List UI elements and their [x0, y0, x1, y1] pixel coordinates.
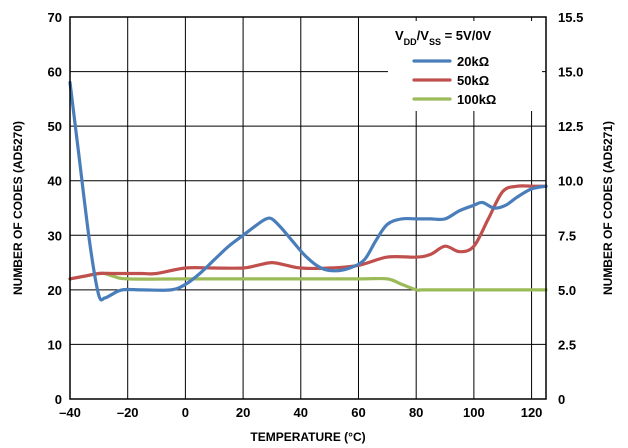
legend: VDD/VSS = 5V/0V 20kΩ 50kΩ 100kΩ — [388, 21, 542, 111]
legend-title-rest: = 5V/0V — [441, 28, 492, 43]
legend-label: 100kΩ — [457, 92, 496, 107]
x-tick-label: 60 — [351, 405, 365, 420]
y2-tick-label: 15.0 — [558, 65, 583, 80]
x-tick-label: –20 — [117, 405, 139, 420]
legend-title-sub-ss: SS — [429, 37, 441, 47]
x-tick-labels: –40 –20 0 20 40 60 80 100 120 — [59, 405, 542, 420]
legend-background — [388, 21, 542, 111]
y2-axis-title: NUMBER OF CODES (AD5271) — [601, 121, 615, 295]
y2-tick-label: 2.5 — [558, 337, 576, 352]
y-axis-title: NUMBER OF CODES (AD5270) — [11, 121, 25, 295]
legend-items: 20kΩ 50kΩ 100kΩ — [412, 54, 496, 107]
y-tick-label: 20 — [48, 283, 62, 298]
x-tick-label: 80 — [409, 405, 423, 420]
y-tick-label: 40 — [48, 174, 62, 189]
legend-label: 20kΩ — [457, 54, 489, 69]
y-tick-label: 0 — [55, 392, 62, 407]
legend-title-slash: /V — [417, 28, 430, 43]
x-tick-label: 20 — [236, 405, 250, 420]
x-axis-title: TEMPERATURE (°C) — [250, 430, 365, 444]
y-tick-labels: 0 10 20 30 40 50 60 70 — [48, 10, 62, 407]
series-lines — [68, 80, 548, 302]
legend-title: VDD/VSS = 5V/0V — [395, 28, 492, 47]
y2-tick-label: 15.5 — [558, 10, 583, 25]
x-tick-label: 120 — [521, 405, 543, 420]
y2-tick-label: 10.0 — [558, 174, 583, 189]
y-tick-label: 10 — [48, 337, 62, 352]
plot-frame — [69, 16, 547, 400]
x-tick-label: –40 — [59, 405, 81, 420]
y-tick-label: 60 — [48, 65, 62, 80]
x-tick-label: 0 — [182, 405, 189, 420]
y2-tick-label: 5.0 — [558, 283, 576, 298]
series-line-50kΩ — [68, 184, 548, 281]
series-line-20kΩ — [68, 80, 548, 302]
legend-title-v1: V — [395, 28, 404, 43]
y2-tick-label: 0 — [558, 392, 565, 407]
x-tick-label: 100 — [463, 405, 485, 420]
y2-tick-label: 7.5 — [558, 228, 576, 243]
y2-tick-labels: 0 2.5 5.0 7.5 10.0 12.5 15.0 15.5 — [558, 10, 583, 407]
series-line-100kΩ — [68, 271, 548, 292]
y-tick-label: 30 — [48, 228, 62, 243]
y-tick-label: 50 — [48, 119, 62, 134]
x-tick-label: 40 — [294, 405, 308, 420]
legend-label: 50kΩ — [457, 73, 489, 88]
y-tick-label: 70 — [48, 10, 62, 25]
legend-title-sub-dd: DD — [404, 37, 417, 47]
y2-tick-label: 12.5 — [558, 119, 583, 134]
